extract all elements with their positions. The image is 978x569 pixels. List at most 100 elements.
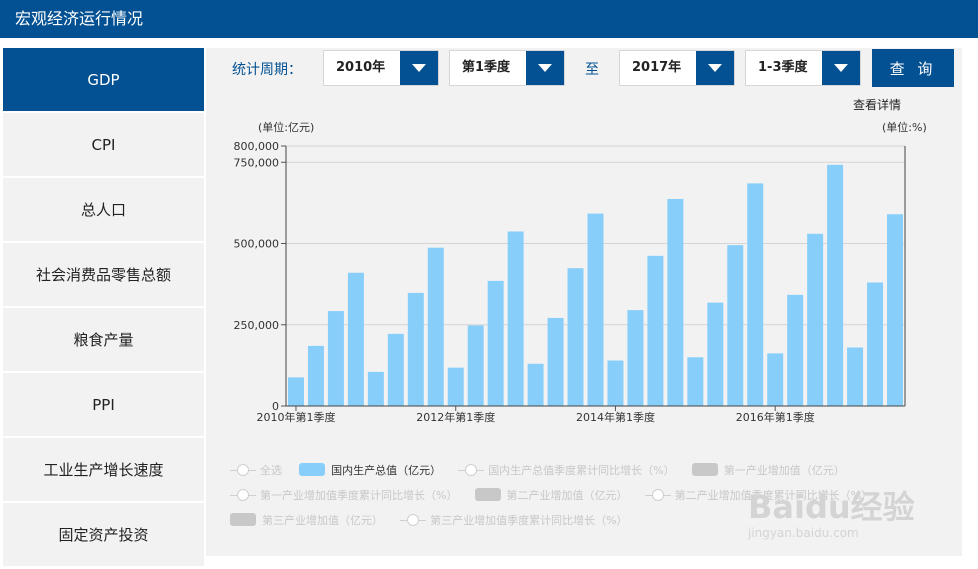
gdp-bar bbox=[807, 233, 824, 406]
legend-primary-industry[interactable]: 第一产业增加值（亿元） bbox=[691, 462, 845, 478]
gdp-bar bbox=[507, 231, 524, 406]
chevron-down-icon[interactable] bbox=[526, 51, 564, 85]
legend-row: 第三产业增加值（亿元） 第三产业增加值季度累计同比增长（%） bbox=[230, 511, 640, 529]
gdp-bar bbox=[747, 183, 764, 406]
legend-label: 国内生产总值（亿元） bbox=[331, 463, 442, 477]
query-button[interactable]: 查 询 bbox=[872, 49, 954, 87]
x-tick-label: 2014年第1季度 bbox=[576, 410, 655, 424]
legend-secondary-industry-growth[interactable]: 第二产业增加值季度累计同比增长（%） bbox=[644, 487, 872, 503]
right-axis-unit: (单位:%) bbox=[882, 121, 927, 134]
legend-primary-industry-growth[interactable]: 第一产业增加值季度累计同比增长（%） bbox=[230, 487, 457, 503]
gdp-bar bbox=[527, 363, 544, 406]
sidebar-item-label: PPI bbox=[92, 395, 115, 414]
page-title: 宏观经济运行情况 bbox=[15, 9, 144, 28]
legend-bar-swatch-icon bbox=[230, 513, 256, 526]
gdp-bar bbox=[787, 294, 804, 406]
gdp-bar bbox=[487, 280, 504, 406]
gdp-bar bbox=[287, 377, 304, 406]
watermark-url: jingyan.baidu.com bbox=[748, 526, 859, 540]
x-tick-label: 2010年第1季度 bbox=[256, 410, 335, 424]
legend-bar-swatch-icon bbox=[691, 463, 718, 476]
legend-line-marker-icon bbox=[230, 464, 256, 476]
legend-label: 国内生产总值季度累计同比增长（%） bbox=[488, 464, 675, 477]
gdp-bar bbox=[547, 317, 564, 406]
end-quarter-select[interactable]: 1-3季度 bbox=[745, 50, 861, 86]
legend-label: 全选 bbox=[260, 464, 282, 477]
gdp-bar bbox=[467, 325, 484, 406]
gdp-bar bbox=[367, 371, 384, 406]
gdp-bar bbox=[847, 347, 864, 406]
gdp-bar bbox=[827, 164, 844, 406]
start-quarter-value: 第1季度 bbox=[462, 60, 511, 75]
legend-gdp[interactable]: 国内生产总值（亿元） bbox=[299, 462, 441, 478]
to-label: 至 bbox=[585, 62, 599, 78]
sidebar-item-label: 总人口 bbox=[80, 201, 126, 219]
watermark-logo: Baidu经验 bbox=[748, 488, 915, 526]
legend-line-marker-icon bbox=[644, 489, 671, 501]
gdp-bar bbox=[867, 282, 884, 406]
gdp-bar bbox=[327, 311, 344, 406]
x-tick-label: 2012年第1季度 bbox=[416, 410, 495, 424]
gdp-bar bbox=[767, 353, 784, 406]
y-tick-label: 750,000 bbox=[234, 156, 280, 169]
chevron-down-icon[interactable] bbox=[822, 51, 860, 85]
legend-bar-swatch-icon bbox=[474, 488, 501, 501]
legend-label: 第一产业增加值季度累计同比增长（%） bbox=[260, 489, 458, 502]
legend-gdp-growth[interactable]: 国内生产总值季度累计同比增长（%） bbox=[458, 462, 675, 478]
sidebar-item-grain-output[interactable]: 粮食产量 bbox=[3, 308, 204, 371]
legend-label: 第三产业增加值季度累计同比增长（%） bbox=[430, 514, 628, 527]
legend-label: 第二产业增加值（亿元） bbox=[506, 488, 628, 502]
sidebar-item-ppi[interactable]: PPI bbox=[3, 373, 204, 436]
start-year-select[interactable]: 2010年 bbox=[323, 50, 439, 86]
end-quarter-value: 1-3季度 bbox=[758, 60, 808, 75]
end-year-select[interactable]: 2017年 bbox=[619, 50, 735, 86]
sidebar-item-fixed-investment[interactable]: 固定资产投资 bbox=[3, 503, 204, 566]
sidebar-item-population[interactable]: 总人口 bbox=[3, 178, 204, 241]
legend-line-marker-icon bbox=[230, 489, 256, 501]
sidebar-item-gdp[interactable]: GDP bbox=[3, 48, 204, 111]
gdp-bar bbox=[647, 255, 664, 406]
end-year-value: 2017年 bbox=[632, 60, 682, 75]
page-header: 宏观经济运行情况 bbox=[0, 0, 978, 38]
legend-line-marker-icon bbox=[400, 514, 427, 526]
period-label: 统计周期： bbox=[232, 62, 302, 78]
gdp-bar bbox=[427, 247, 444, 406]
legend-tertiary-industry-growth[interactable]: 第三产业增加值季度累计同比增长（%） bbox=[400, 512, 628, 528]
chevron-down-icon[interactable] bbox=[696, 51, 734, 85]
gdp-bar bbox=[587, 213, 604, 406]
start-quarter-select[interactable]: 第1季度 bbox=[449, 50, 565, 86]
gdp-bar bbox=[887, 214, 904, 406]
legend-select-all[interactable]: 全选 bbox=[230, 462, 282, 478]
legend-row: 全选 国内生产总值（亿元） 国内生产总值季度累计同比增长（%） 第一产业增加值（… bbox=[230, 461, 857, 479]
chevron-down-icon[interactable] bbox=[400, 51, 438, 85]
gdp-bar bbox=[567, 268, 584, 406]
gdp-bar bbox=[447, 367, 464, 406]
gdp-bar-chart: 0 250,000 500,000 750,000 800,000 2010年第1季度 20… bbox=[234, 140, 906, 424]
y-tick-label: 250,000 bbox=[234, 319, 280, 332]
y-tick-label: 500,000 bbox=[234, 238, 280, 251]
y-tick-label: 800,000 bbox=[234, 140, 280, 153]
main-panel: 统计周期： 2010年 第1季度 至 2017年 1-3季度 查 询 查看详情 … bbox=[206, 48, 962, 556]
gdp-bar bbox=[627, 310, 644, 406]
sidebar-item-retail-sales[interactable]: 社会消费品零售总额 bbox=[3, 243, 204, 306]
legend-line-marker-icon bbox=[458, 464, 485, 476]
sidebar-item-cpi[interactable]: CPI bbox=[3, 113, 204, 176]
legend-tertiary-industry[interactable]: 第三产业增加值（亿元） bbox=[230, 512, 383, 528]
x-tick-label: 2016年第1季度 bbox=[736, 410, 815, 424]
sidebar-item-industrial-growth[interactable]: 工业生产增长速度 bbox=[3, 438, 204, 501]
gdp-bar bbox=[727, 245, 744, 406]
gdp-bar bbox=[307, 345, 324, 406]
legend-bar-swatch-icon bbox=[299, 463, 326, 476]
view-details-link[interactable]: 查看详情 bbox=[853, 98, 902, 112]
legend-secondary-industry[interactable]: 第二产业增加值（亿元） bbox=[474, 487, 628, 503]
gdp-bar bbox=[607, 360, 624, 406]
gdp-bar bbox=[387, 333, 404, 406]
sidebar-item-label: GDP bbox=[87, 70, 120, 89]
baidu-jingyan-watermark: Baidu经验 jingyan.baidu.com bbox=[748, 490, 915, 540]
sidebar-item-label: 工业生产增长速度 bbox=[43, 461, 164, 479]
gdp-bar bbox=[667, 198, 684, 406]
sidebar-item-label: 粮食产量 bbox=[73, 331, 134, 349]
left-axis-unit: (单位:亿元) bbox=[258, 121, 315, 134]
sidebar-item-label: CPI bbox=[91, 135, 116, 154]
indicator-sidebar: GDP CPI 总人口 社会消费品零售总额 粮食产量 PPI 工业生产增长速度 … bbox=[3, 48, 204, 568]
